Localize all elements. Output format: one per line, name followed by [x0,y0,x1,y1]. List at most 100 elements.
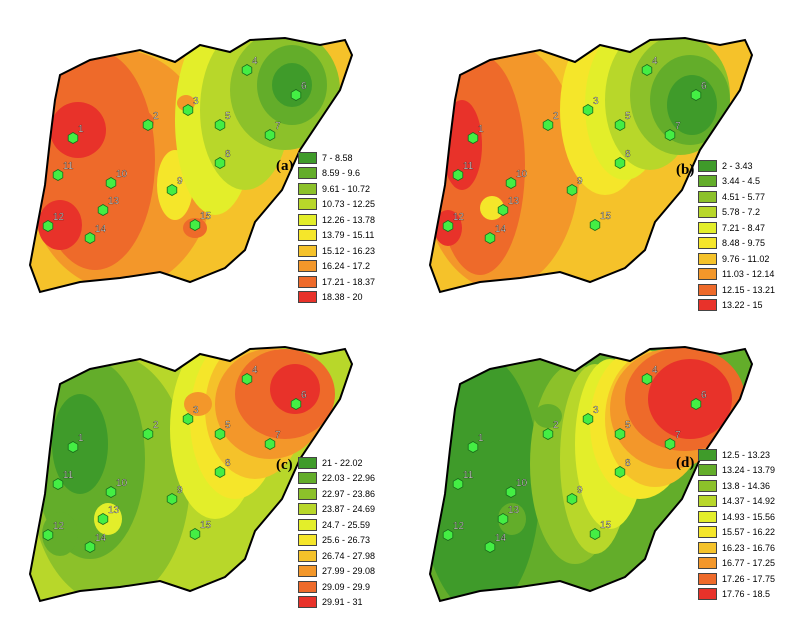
legend-range: 22.97 - 23.86 [322,488,376,499]
legend-swatch [698,268,717,281]
station-label: 6 [701,81,707,92]
legend-item: 22.97 - 23.86 [298,486,375,502]
station-marker [52,478,64,490]
station-marker [614,428,626,440]
station-marker [452,478,464,490]
map-panel-d: 1 2 3 4 5 6 7 8 9 10 11 12 13 14 15 12.5 - 13.23 13.24… [400,309,800,618]
station-label: 5 [225,420,231,431]
legend-item: 12.15 - 13.21 [698,282,775,298]
legend-item: 12.5 - 13.23 [698,447,775,463]
legend-swatch [698,541,717,554]
legend-swatch [698,283,717,296]
legend-swatch [298,244,317,257]
station-label: 12 [53,521,65,532]
station-marker [97,204,109,216]
legend-swatch [698,299,717,312]
legend-range: 11.03 - 12.14 [722,269,775,280]
legend-item: 22.03 - 22.96 [298,471,375,487]
station-label: 11 [63,161,74,172]
legend-swatch [298,503,317,516]
panel-label-b: (b) [676,162,695,178]
legend-swatch [698,237,717,250]
station-marker [97,513,109,525]
legend-range: 3.44 - 4.5 [722,176,761,187]
station-label: 7 [275,430,281,441]
legend-range: 16.23 - 16.76 [722,542,776,553]
station-marker [189,219,201,231]
legend-item: 13.24 - 13.79 [698,463,775,479]
legend-range: 8.59 - 9.6 [322,168,361,179]
station-label: 2 [553,111,559,122]
legend-item: 15.57 - 16.22 [698,525,775,541]
station-label: 3 [593,405,599,416]
station-marker [105,486,117,498]
station-marker [566,493,578,505]
legend-swatch [298,213,317,226]
station-marker [241,64,253,76]
legend-swatch [298,580,317,593]
legend-item: 5.78 - 7.2 [698,205,775,221]
station-marker [497,204,509,216]
legend-swatch [298,260,317,273]
station-label: 6 [301,81,307,92]
station-label: 15 [200,520,212,531]
legend-item: 7.21 - 8.47 [698,220,775,236]
legend-swatch [298,596,317,609]
station-label: 15 [600,211,612,222]
legend-item: 26.74 - 27.98 [298,548,375,564]
station-marker [442,220,454,232]
station-marker [542,119,554,131]
station-marker [142,119,154,131]
station-label: 6 [701,390,707,401]
station-label: 7 [675,121,681,132]
station-marker [484,232,496,244]
legend-item: 17.76 - 18.5 [698,587,775,603]
station-label: 5 [625,111,631,122]
legend-swatch [698,479,717,492]
legend-range: 25.6 - 26.73 [322,535,371,546]
station-label: 14 [95,224,107,235]
station-marker [467,132,479,144]
station-marker [42,529,54,541]
station-label: 12 [453,212,465,223]
station-marker [589,219,601,231]
legend-swatch [298,534,317,547]
station-marker [589,528,601,540]
legend-item: 29.09 - 29.9 [298,579,375,595]
station-marker [67,441,79,453]
station-label: 9 [577,176,583,187]
legend-swatch [698,175,717,188]
legend-range: 13.24 - 13.79 [722,465,776,476]
legend-range: 13.8 - 14.36 [722,480,771,491]
legend-swatch [698,588,717,601]
station-marker [214,157,226,169]
station-label: 3 [593,96,599,107]
station-label: 1 [478,124,484,135]
legend-item: 14.37 - 14.92 [698,494,775,510]
station-marker [264,129,276,141]
station-label: 14 [95,533,107,544]
station-label: 12 [453,521,465,532]
station-marker [214,428,226,440]
station-label: 11 [463,470,474,481]
station-label: 14 [495,533,507,544]
legend-swatch [698,464,717,477]
legend-range: 14.93 - 15.56 [722,511,776,522]
station-marker [182,104,194,116]
legend-item: 15.12 - 16.23 [298,243,375,259]
station-marker [582,413,594,425]
legend-swatch [298,167,317,180]
station-label: 8 [225,149,231,160]
legend-item: 16.24 - 17.2 [298,259,375,275]
legend-swatch [298,198,317,211]
legend-a: 7 - 8.58 8.59 - 9.6 9.61 - 10.72 10.73 -… [298,150,375,305]
station-marker [505,486,517,498]
legend-item: 2 - 3.43 [698,158,775,174]
legend-c: 21 - 22.02 22.03 - 22.96 22.97 - 23.86 2… [298,455,375,610]
legend-swatch [698,190,717,203]
station-marker [264,438,276,450]
map-panel-a: 1 2 3 4 5 6 7 8 9 10 11 12 13 14 15 7 - 8.58 8.59 - 9.… [0,0,400,309]
legend-swatch [298,518,317,531]
legend-swatch [698,572,717,585]
